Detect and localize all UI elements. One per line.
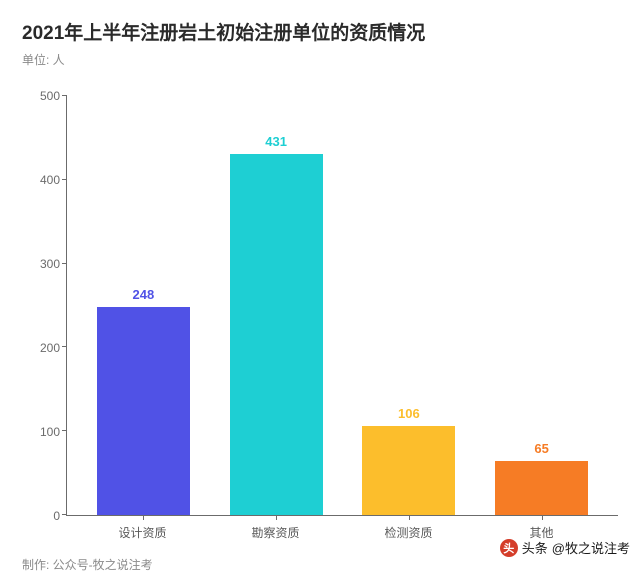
bar: 106 xyxy=(362,426,455,515)
chart-title: 2021年上半年注册岩土初始注册单位的资质情况 xyxy=(22,18,618,45)
bar-slot: 248 xyxy=(77,96,210,515)
watermark-handle: @牧之说注考 xyxy=(552,538,630,557)
x-axis-label: 设计资质 xyxy=(118,524,166,541)
bar-value-label: 431 xyxy=(265,134,287,149)
y-tick-mark xyxy=(62,514,67,515)
x-tick-mark xyxy=(542,515,543,520)
bar-value-label: 65 xyxy=(534,441,548,456)
y-tick-mark xyxy=(62,263,67,264)
y-tick-mark xyxy=(62,179,67,180)
y-tick-label: 500 xyxy=(40,89,60,103)
y-axis: 0100200300400500 xyxy=(22,96,66,516)
bar-value-label: 106 xyxy=(398,406,420,421)
x-axis-label: 勘察资质 xyxy=(251,524,299,541)
y-tick-label: 0 xyxy=(53,509,60,523)
chart-area: 0100200300400500 24843110665 xyxy=(22,96,618,516)
bar-value-label: 248 xyxy=(133,287,155,302)
y-tick-mark xyxy=(62,346,67,347)
x-tick-mark xyxy=(409,515,410,520)
x-tick-mark xyxy=(143,515,144,520)
chart-container: 2021年上半年注册岩土初始注册单位的资质情况 单位: 人 0 100 200 300… xyxy=(0,0,640,565)
x-label-slot: 勘察资质 xyxy=(209,516,342,542)
bar-slot: 431 xyxy=(210,96,343,515)
x-label-slot: 设计资质 xyxy=(76,516,209,542)
y-tick-label: 400 xyxy=(40,173,60,187)
plot-area: 248 431 106 65 xyxy=(66,96,618,516)
watermark-logo-icon: 头 xyxy=(500,539,518,557)
chart-subtitle: 单位: 人 xyxy=(22,51,618,68)
watermark: 头 头条 @牧之说注考 xyxy=(500,538,630,557)
bar: 248 xyxy=(97,307,190,515)
bar-slot: 106 xyxy=(343,96,476,515)
bar-slot: 65 xyxy=(475,96,608,515)
bar: 431 xyxy=(230,154,323,515)
y-tick-label: 200 xyxy=(40,341,60,355)
y-tick-mark xyxy=(62,95,67,96)
y-tick-label: 300 xyxy=(40,257,60,271)
y-tick-mark xyxy=(62,430,67,431)
bar: 65 xyxy=(495,461,588,515)
x-axis-label: 检测资质 xyxy=(384,524,432,541)
y-tick-label: 100 xyxy=(40,425,60,439)
x-tick-mark xyxy=(276,515,277,520)
x-label-slot: 检测资质 xyxy=(342,516,475,542)
watermark-prefix: 头条 xyxy=(522,538,548,557)
bars-group: 248 431 106 65 xyxy=(67,96,618,515)
